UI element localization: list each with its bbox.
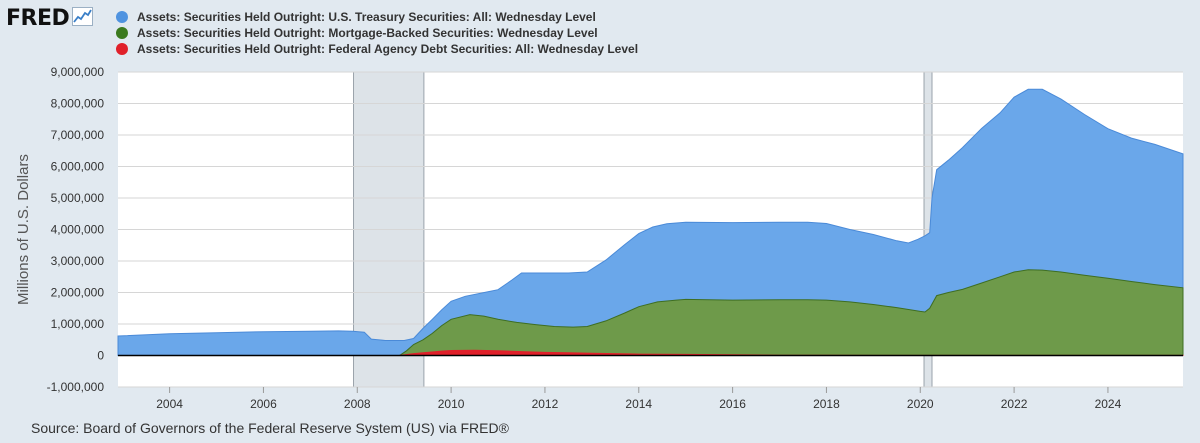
legend-label-mbs: Assets: Securities Held Outright: Mortga… — [137, 26, 598, 40]
x-tick-label-1: 2006 — [250, 397, 277, 411]
x-tick-label-3: 2010 — [438, 397, 465, 411]
y-tick-label-10: 9,000,000 — [51, 65, 105, 79]
legend-item-treasury[interactable]: Assets: Securities Held Outright: U.S. T… — [116, 9, 638, 25]
x-tick-label-10: 2024 — [1095, 397, 1122, 411]
legend-label-treasury: Assets: Securities Held Outright: U.S. T… — [137, 10, 596, 24]
x-tick-label-6: 2016 — [719, 397, 746, 411]
y-axis-label: Millions of U.S. Dollars — [15, 154, 32, 305]
y-tick-label-1: 0 — [97, 349, 104, 363]
y-tick-label-0: -1,000,000 — [47, 380, 105, 394]
x-tick-label-7: 2018 — [813, 397, 840, 411]
y-tick-label-4: 3,000,000 — [51, 254, 105, 268]
x-tick-label-2: 2008 — [344, 397, 371, 411]
x-tick-label-0: 2004 — [156, 397, 183, 411]
line-chart-icon — [72, 6, 94, 31]
x-tick-label-8: 2020 — [907, 397, 934, 411]
source-note: Source: Board of Governors of the Federa… — [31, 420, 509, 436]
area-mbs — [118, 269, 1184, 356]
legend-marker-agency — [116, 43, 128, 55]
y-tick-label-9: 8,000,000 — [51, 97, 105, 111]
y-tick-label-5: 4,000,000 — [51, 223, 105, 237]
chart-legend: Assets: Securities Held Outright: U.S. T… — [116, 9, 638, 57]
legend-item-agency[interactable]: Assets: Securities Held Outright: Federa… — [116, 41, 638, 57]
x-tick-label-5: 2014 — [625, 397, 652, 411]
y-tick-label-8: 7,000,000 — [51, 128, 105, 142]
legend-marker-mbs — [116, 27, 128, 39]
y-tick-label-2: 1,000,000 — [51, 317, 105, 331]
y-tick-label-3: 2,000,000 — [51, 286, 105, 300]
legend-marker-treasury — [116, 11, 128, 23]
chart-area: -1,000,000 0 1,000,000 2,000,000 3,000,000 4,… — [15, 65, 1184, 411]
legend-label-agency: Assets: Securities Held Outright: Federa… — [137, 42, 639, 56]
y-tick-label-7: 6,000,000 — [51, 160, 105, 174]
fred-logo[interactable]: FRED — [6, 6, 94, 31]
legend-item-mbs[interactable]: Assets: Securities Held Outright: Mortga… — [116, 25, 638, 41]
x-tick-label-9: 2022 — [1001, 397, 1028, 411]
x-tick-label-4: 2012 — [532, 397, 559, 411]
logo-text: FRED — [6, 6, 70, 31]
y-tick-label-6: 5,000,000 — [51, 191, 105, 205]
area-treasury — [117, 88, 1184, 356]
